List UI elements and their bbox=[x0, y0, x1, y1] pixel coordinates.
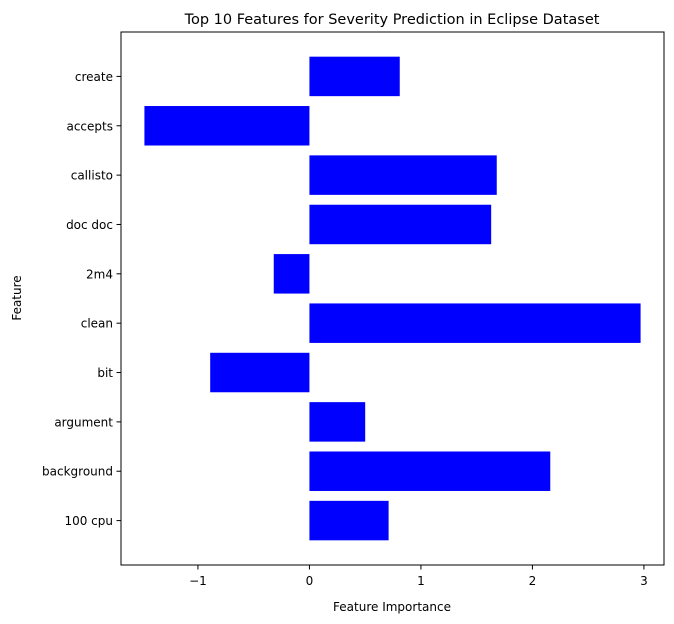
y-tick-label: doc doc bbox=[66, 218, 113, 232]
x-tick-label: 2 bbox=[529, 574, 537, 588]
bar-doc-doc bbox=[309, 204, 492, 245]
bar-accepts bbox=[144, 106, 310, 146]
x-tick-label: −1 bbox=[189, 574, 207, 588]
bars bbox=[144, 56, 641, 541]
y-tick-label: create bbox=[75, 70, 113, 84]
y-axis-ticks: 100 cpu background argument bit clean 2m4 doc … bbox=[42, 70, 121, 528]
y-tick-label: 2m4 bbox=[86, 267, 113, 281]
x-axis-ticks: −1 0 1 2 3 bbox=[189, 565, 648, 588]
y-tick-label: clean bbox=[81, 317, 113, 331]
y-tick-label: accepts bbox=[66, 119, 113, 133]
y-axis-label: Feature bbox=[10, 275, 24, 320]
y-tick-label: bit bbox=[97, 366, 113, 380]
x-tick-label: 0 bbox=[306, 574, 314, 588]
plot-frame bbox=[120, 31, 665, 566]
bar-clean bbox=[309, 303, 641, 343]
x-axis-label: Feature Importance bbox=[333, 600, 451, 614]
y-tick-label: 100 cpu bbox=[64, 514, 113, 528]
bar-2m4 bbox=[273, 254, 310, 294]
y-tick-label: background bbox=[42, 465, 113, 479]
bar-callisto bbox=[309, 155, 497, 195]
x-tick-label: 1 bbox=[417, 574, 425, 588]
bar-background bbox=[309, 451, 551, 491]
bar-100-cpu bbox=[309, 500, 389, 541]
bar-argument bbox=[309, 402, 366, 442]
bar-create bbox=[309, 56, 400, 97]
bar-bit bbox=[210, 352, 310, 393]
x-tick-label: 3 bbox=[640, 574, 648, 588]
chart-title: Top 10 Features for Severity Prediction … bbox=[184, 12, 600, 28]
y-tick-label: argument bbox=[54, 415, 113, 429]
y-tick-label: callisto bbox=[71, 169, 113, 183]
